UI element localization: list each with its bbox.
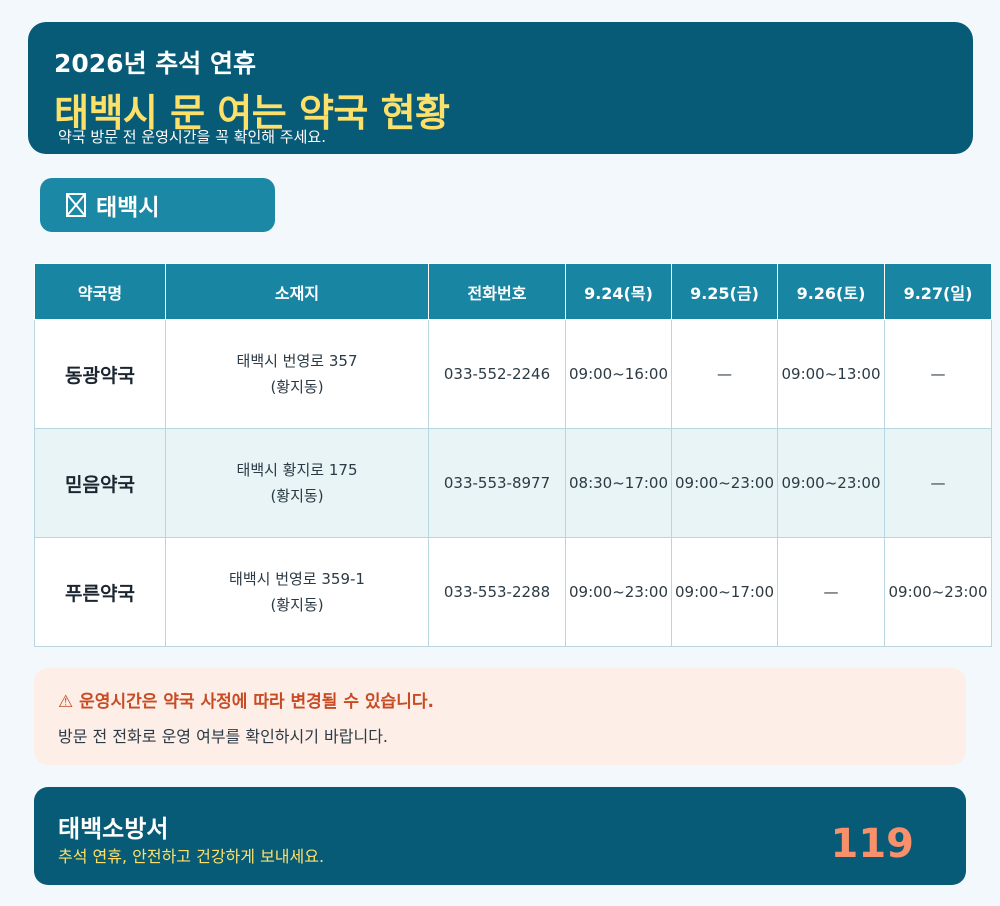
warning-box: ⚠ 운영시간은 약국 사정에 따라 변경될 수 있습니다. 방문 전 전화로 운… bbox=[34, 668, 966, 765]
column-header-day-3: 9.26(토) bbox=[777, 263, 885, 320]
pharmacy-name: 믿음약국 bbox=[34, 428, 166, 538]
hours-cell: — bbox=[671, 319, 778, 429]
region-tab[interactable]: 태백시 bbox=[40, 178, 275, 232]
address-line: 태백시 황지로 175 bbox=[236, 461, 358, 479]
pharmacy-address: 태백시 번영로 357 (황지동) bbox=[165, 319, 429, 429]
pharmacy-phone: 033-553-2288 bbox=[428, 537, 566, 647]
pharmacy-address: 태백시 번영로 359-1 (황지동) bbox=[165, 537, 429, 647]
column-header-phone: 전화번호 bbox=[428, 263, 566, 320]
hours-cell: 09:00~13:00 bbox=[777, 319, 885, 429]
warning-title: ⚠ 운영시간은 약국 사정에 따라 변경될 수 있습니다. bbox=[58, 692, 434, 712]
pharmacy-phone: 033-553-8977 bbox=[428, 428, 566, 538]
column-header-address: 소재지 bbox=[165, 263, 429, 320]
pharmacy-phone: 033-552-2246 bbox=[428, 319, 566, 429]
column-header-day-4: 9.27(일) bbox=[884, 263, 992, 320]
pharmacy-table: 약국명 소재지 전화번호 9.24(목) 9.25(금) 9.26(토) 9.2… bbox=[34, 263, 992, 647]
footer-greeting: 추석 연휴, 안전하고 건강하게 보내세요. bbox=[58, 847, 325, 866]
address-district: (황지동) bbox=[270, 596, 324, 614]
hours-cell: 08:30~17:00 bbox=[565, 428, 672, 538]
pharmacy-address: 태백시 황지로 175 (황지동) bbox=[165, 428, 429, 538]
table-row: 푸른약국 태백시 번영로 359-1 (황지동) 033-553-2288 09… bbox=[34, 537, 992, 647]
address-district: (황지동) bbox=[270, 378, 324, 396]
address-line: 태백시 번영로 357 bbox=[236, 352, 358, 370]
hours-cell: 09:00~16:00 bbox=[565, 319, 672, 429]
hours-cell: — bbox=[884, 428, 992, 538]
address-line: 태백시 번영로 359-1 bbox=[229, 570, 365, 588]
table-row: 동광약국 태백시 번영로 357 (황지동) 033-552-2246 09:0… bbox=[34, 319, 992, 429]
table-row: 믿음약국 태백시 황지로 175 (황지동) 033-553-8977 08:3… bbox=[34, 428, 992, 538]
pharmacy-name: 동광약국 bbox=[34, 319, 166, 429]
page-title: 태백시 문 여는 약국 현황 bbox=[54, 91, 450, 135]
column-header-day-2: 9.25(금) bbox=[671, 263, 778, 320]
footer-banner: 태백소방서 추석 연휴, 안전하고 건강하게 보내세요. 119 bbox=[34, 787, 966, 885]
header-notice: 약국 방문 전 운영시간을 꼭 확인해 주세요. bbox=[58, 128, 326, 146]
column-header-day-1: 9.24(목) bbox=[565, 263, 672, 320]
pin-icon bbox=[66, 193, 86, 217]
table-header-row: 약국명 소재지 전화번호 9.24(목) 9.25(금) 9.26(토) 9.2… bbox=[34, 263, 992, 320]
header-subtitle: 2026년 추석 연휴 bbox=[54, 49, 256, 78]
header-banner: 2026년 추석 연휴 태백시 문 여는 약국 현황 약국 방문 전 운영시간을… bbox=[28, 22, 973, 154]
hours-cell: — bbox=[884, 319, 992, 429]
region-label: 태백시 bbox=[96, 195, 160, 221]
hours-cell: 09:00~23:00 bbox=[565, 537, 672, 647]
hours-cell: 09:00~17:00 bbox=[671, 537, 778, 647]
hours-cell: 09:00~23:00 bbox=[671, 428, 778, 538]
column-header-name: 약국명 bbox=[34, 263, 166, 320]
address-district: (황지동) bbox=[270, 487, 324, 505]
pharmacy-name: 푸른약국 bbox=[34, 537, 166, 647]
emergency-number: 119 bbox=[830, 821, 915, 867]
footer-org: 태백소방서 bbox=[58, 815, 169, 843]
hours-cell: 09:00~23:00 bbox=[777, 428, 885, 538]
warning-body: 방문 전 전화로 운영 여부를 확인하시기 바랍니다. bbox=[58, 727, 389, 746]
hours-cell: — bbox=[777, 537, 885, 647]
hours-cell: 09:00~23:00 bbox=[884, 537, 992, 647]
